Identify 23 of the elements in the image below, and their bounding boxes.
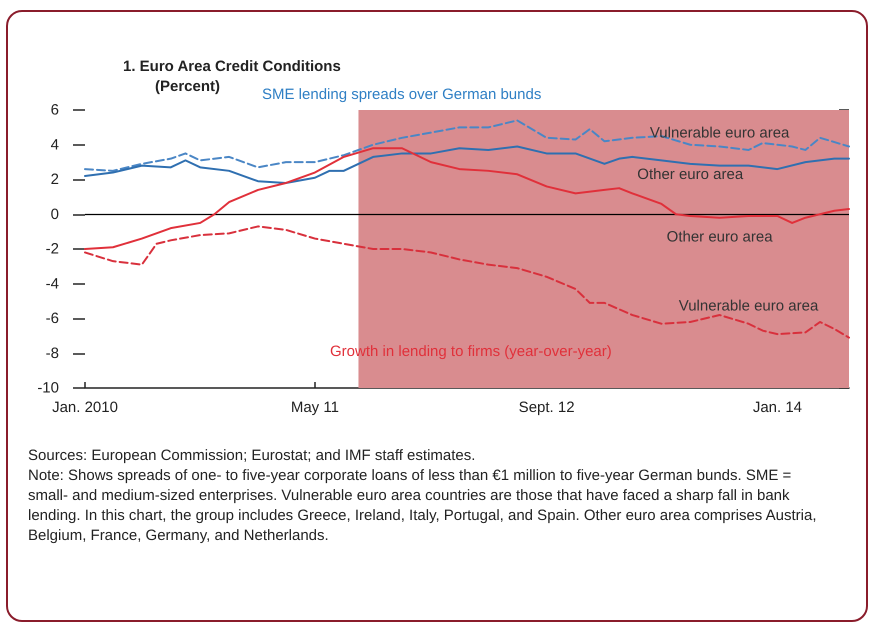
x-tick-label: Jan. 2010 [52, 399, 118, 416]
y-tick-label: -10 [37, 380, 59, 396]
series-label: Other euro area [637, 166, 744, 183]
y-tick-label: -6 [46, 310, 59, 327]
x-tick-label: Jan. 14 [752, 399, 802, 416]
y-tick-label: -8 [46, 344, 59, 362]
y-tick-label: 4 [50, 136, 59, 154]
chart-subtitle: (Percent) [155, 78, 220, 95]
x-tick-label: May 11 [290, 399, 339, 416]
line-series [84, 145, 850, 184]
text: Note: Shows spreads of one- to five-year corporate loans of less than €1 million to five-year German bunds. SME = small- and medium-sized enterprises. Vulnerable euro area countries are those that have faced a sharp fall in bank lending. In this chart, the group includes Greece, Ireland, Italy, Portugal, and Spain. Other euro area comprises Austria, Belgium, France, Germany, and Netherlands. [28, 466, 818, 546]
y-tick-label: 0 [50, 206, 59, 223]
source-note: Sources: European Commission; Eurostat; and IMF staff estimates. [28, 446, 476, 466]
y-tick-label: 6 [50, 102, 59, 118]
text: SME lending spreads over German bunds [262, 86, 542, 103]
y-tick-label: -2 [46, 240, 59, 258]
series-label: Vulnerable euro area [650, 124, 790, 142]
y-tick-label: 2 [50, 171, 59, 188]
series-label: Other euro area [666, 228, 774, 246]
series-label: Vulnerable euro area [678, 298, 819, 315]
x-tick-label: Sept. 12 [518, 399, 575, 416]
y-tick-label: -4 [46, 275, 59, 292]
chart-title: 1. Euro Area Credit Conditions [123, 58, 341, 75]
